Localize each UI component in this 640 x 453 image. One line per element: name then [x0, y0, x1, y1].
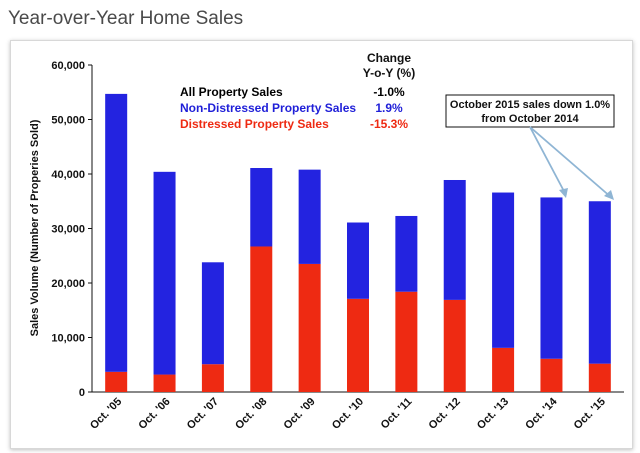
bar-non-distressed-2: [201, 262, 224, 365]
x-tick-label: Oct. '14: [523, 395, 560, 432]
x-tick-label: Oct. '12: [427, 396, 463, 432]
y-tick-label: 50,000: [51, 115, 85, 127]
bar-non-distressed-1: [153, 171, 176, 375]
callout-arrow-oct-15: [529, 126, 613, 199]
bar-distressed-6: [395, 291, 418, 392]
y-ticks: 0 10,000 20,000 30,000 40,000 50,000 60,000: [51, 60, 92, 399]
x-tick-label: Oct. '11: [379, 396, 415, 432]
bar-distressed-3: [250, 246, 273, 392]
legend-label-distressed: Distressed Property Sales: [180, 117, 329, 131]
bar-non-distressed-10: [588, 201, 611, 364]
bar-distressed-10: [588, 363, 611, 392]
callout-line2: from October 2014: [481, 113, 579, 125]
bar-non-distressed-9: [540, 197, 563, 359]
callout-arrowhead-oct-14: [559, 188, 568, 198]
bar-distressed-4: [298, 263, 321, 392]
y-tick-label: 20,000: [51, 278, 85, 290]
bar-distressed-1: [153, 374, 176, 392]
bar-distressed-7: [443, 299, 466, 392]
bar-non-distressed-3: [250, 168, 273, 247]
bar-distressed-8: [492, 347, 515, 392]
bar-distressed-5: [347, 298, 369, 392]
x-tick-label: Oct. '08: [233, 396, 269, 432]
bar-non-distressed-7: [443, 179, 466, 300]
x-tick-label: Oct. '09: [281, 396, 317, 432]
y-tick-label: 0: [79, 387, 85, 399]
y-tick-label: 60,000: [51, 60, 85, 72]
callout-box: [445, 94, 615, 128]
callout-arrowhead-oct-15: [604, 190, 614, 200]
legend-header-line2: Y-o-Y (%): [363, 66, 415, 80]
bar-non-distressed-8: [492, 192, 515, 348]
bar-non-distressed-6: [395, 215, 418, 292]
x-tick-labels: Oct. '05 Oct. '06 Oct. '07 Oct. '08 Oct. '09…: [88, 395, 608, 432]
y-axis-label: Sales Volume (Number of Properies Sold): [29, 119, 41, 336]
page-title: Year-over-Year Home Sales: [8, 8, 244, 29]
x-tick-label: Oct. '06: [136, 396, 172, 432]
bar-non-distressed-5: [347, 222, 369, 299]
legend-label-non-distressed: Non-Distressed Property Sales: [180, 101, 356, 115]
x-tick-label: Oct. '05: [88, 396, 124, 432]
y-tick-label: 40,000: [51, 169, 85, 181]
bar-distressed-9: [540, 358, 563, 392]
legend-label-all: All Property Sales: [180, 85, 283, 99]
x-tick-label: Oct. '07: [185, 396, 221, 432]
x-tick-label: Oct. '15: [572, 396, 608, 432]
legend-value-non-distressed: 1.9%: [375, 101, 403, 115]
legend-value-all: -1.0%: [373, 85, 405, 99]
y-tick-label: 10,000: [51, 333, 85, 345]
callout-arrow-oct-14: [529, 126, 567, 196]
bar-non-distressed-0: [105, 93, 128, 372]
callout-line1: October 2015 sales down 1.0%: [450, 99, 610, 111]
bar-distressed-2: [201, 364, 224, 392]
legend-value-distressed: -15.3%: [370, 117, 408, 131]
callout-arrows: [529, 126, 614, 200]
y-tick-label: 30,000: [51, 224, 85, 236]
bar-distressed-0: [105, 371, 128, 392]
x-tick-label: Oct. '13: [475, 396, 511, 432]
bar-non-distressed-4: [298, 169, 321, 264]
legend-header-line1: Change: [367, 51, 411, 65]
x-tick-label: Oct. '10: [330, 396, 366, 432]
bars: [105, 93, 611, 392]
